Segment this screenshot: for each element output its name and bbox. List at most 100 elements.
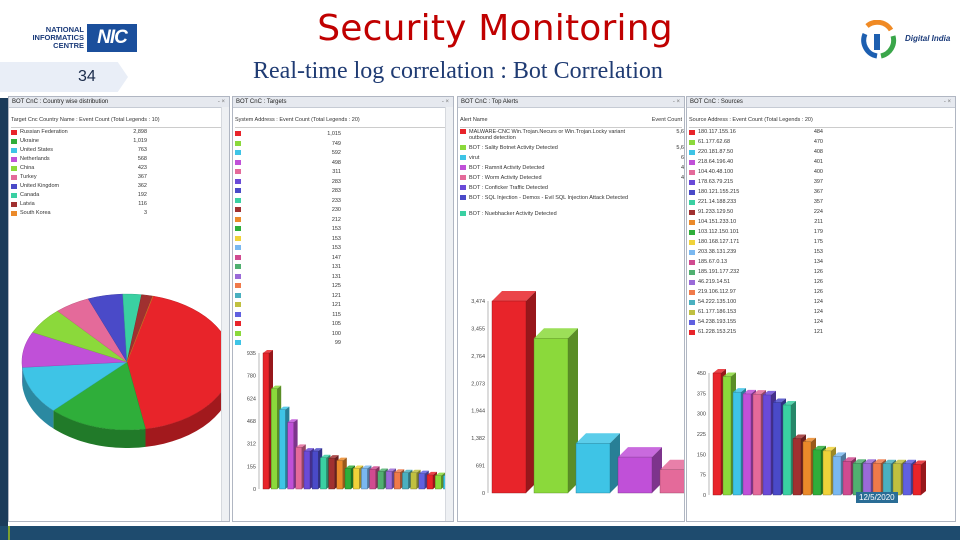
table-row[interactable]: 54.222.135.100 124 [689, 299, 953, 308]
table-row[interactable]: 311 [235, 169, 451, 178]
table-row[interactable]: Netherlands 568 [11, 156, 227, 165]
panel-controls[interactable]: - × [441, 99, 449, 105]
table-row[interactable]: 498 [235, 160, 451, 169]
panel-controls[interactable]: - × [217, 99, 225, 105]
legend-swatch [11, 174, 17, 180]
table-row[interactable]: 180.117.155.16 484 [689, 129, 953, 138]
bar [385, 471, 393, 490]
alert-name: BOT : Sality Botnet Activity Detected [469, 145, 558, 151]
table-row[interactable]: 218.64.196.40 401 [689, 159, 953, 168]
table-row[interactable]: Turkey 367 [11, 174, 227, 183]
alert-name-header: Alert Name [460, 117, 488, 123]
table-row[interactable]: 61.228.153.215 121 [689, 329, 953, 338]
bar [902, 463, 912, 496]
bar-top [287, 419, 298, 423]
bar-top [263, 350, 273, 353]
table-row[interactable]: virut 6 [460, 155, 684, 164]
slide-number: 34 [78, 68, 96, 85]
pie-slice-russian-federation [126, 295, 229, 430]
event-count: 1,019 [133, 138, 147, 144]
table-row[interactable]: 1,015 [235, 131, 451, 140]
table-row[interactable]: Russian Federation 2,898 [11, 129, 227, 138]
table-row[interactable]: 121 [235, 293, 451, 302]
table-row[interactable]: 283 [235, 179, 451, 188]
scrollbar[interactable] [445, 107, 453, 521]
table-row[interactable]: 153 [235, 226, 451, 235]
table-row[interactable]: 212 [235, 217, 451, 226]
table-row[interactable]: 131 [235, 274, 451, 283]
bar [822, 450, 832, 496]
panel-controls[interactable]: - × [672, 99, 680, 105]
country-name: Latvia [20, 201, 35, 207]
table-row[interactable]: 283 [235, 188, 451, 197]
table-row[interactable]: 121 [235, 302, 451, 311]
table-row[interactable]: BOT : SQL Injection - Demos - Evil SQL I… [460, 195, 670, 204]
table-row[interactable]: 103.112.150.101 179 [689, 229, 953, 238]
panel-controls[interactable]: - × [943, 99, 951, 105]
table-row[interactable]: BOT : Ramnit Activity Detected 4 [460, 165, 684, 174]
table-row[interactable]: 185.67.0.13 134 [689, 259, 953, 268]
event-count: 153 [331, 235, 341, 242]
table-row[interactable]: 230 [235, 207, 451, 216]
table-row[interactable]: 180.168.127.171 175 [689, 239, 953, 248]
legend-swatch [460, 129, 466, 135]
table-row[interactable]: Latvia 116 [11, 201, 227, 210]
table-row[interactable]: 91.233.129.50 224 [689, 209, 953, 218]
table-row[interactable]: 219.106.112.97 126 [689, 289, 953, 298]
table-row[interactable]: BOT : Conficker Traffic Detected [460, 185, 670, 194]
bar [434, 475, 442, 490]
table-row[interactable]: 115 [235, 312, 451, 321]
slide-header: NATIONAL INFORMATICS CENTRE NIC 34 Secur… [0, 0, 960, 98]
table-row[interactable]: MALWARE-CNC Win.Trojan.Necurs or Win.Tro… [460, 129, 684, 141]
nic-logo-line: INFORMATICS [32, 33, 84, 42]
table-row[interactable]: 220.181.87.50 408 [689, 149, 953, 158]
table-row[interactable]: BOT : Sality Botnet Activity Detected 5,6 [460, 145, 684, 154]
table-row[interactable]: 185.191.177.232 126 [689, 269, 953, 278]
event-count: 283 [331, 178, 341, 185]
legend-swatch [689, 179, 695, 185]
table-row[interactable]: Ukraine 1,019 [11, 138, 227, 147]
footer-bar [0, 526, 960, 540]
table-row[interactable]: China 423 [11, 165, 227, 174]
bar [575, 443, 611, 494]
table-row[interactable]: 61.177.186.153 124 [689, 309, 953, 318]
table-row[interactable]: 46.219.14.51 126 [689, 279, 953, 288]
scrollbar[interactable] [221, 107, 229, 521]
legend-swatch [235, 264, 241, 270]
legend-swatch [235, 283, 241, 289]
table-row[interactable]: 125 [235, 283, 451, 292]
table-row[interactable]: Canada 192 [11, 192, 227, 201]
panel-country-distribution: BOT CnC : Country wise distribution - × … [8, 96, 230, 522]
table-row[interactable]: BOT : Worm Activity Detected 4 [460, 175, 684, 184]
targets-bar-chart: 0 155 312 468 624 780 935 [247, 350, 453, 493]
event-count: 99 [334, 340, 341, 346]
table-row[interactable]: 153 [235, 236, 451, 245]
table-row[interactable]: United Kingdom 362 [11, 183, 227, 192]
table-header: System Address : Event Count (Total Lege… [235, 117, 451, 128]
table-row[interactable]: 147 [235, 255, 451, 264]
table-row[interactable]: 203.38.131.239 153 [689, 249, 953, 258]
event-count: 121 [331, 302, 341, 308]
table-row[interactable]: 233 [235, 198, 451, 207]
table-row[interactable]: South Korea 3 [11, 210, 227, 219]
table-row[interactable]: 104.40.48.100 400 [689, 169, 953, 178]
table-row[interactable]: BOT : Nuebhacker Activity Detected [460, 211, 670, 220]
y-tick-label: 468 [247, 419, 256, 425]
table-row[interactable]: 104.151.233.10 211 [689, 219, 953, 228]
table-row[interactable]: 749 [235, 141, 451, 150]
table-row[interactable]: 592 [235, 150, 451, 159]
table-row[interactable]: 105 [235, 321, 451, 330]
bar-top [853, 459, 866, 464]
table-row[interactable]: 100 [235, 331, 451, 340]
table-row[interactable]: 153 [235, 245, 451, 254]
table-row[interactable]: 221.14.188.233 357 [689, 199, 953, 208]
bar-top [295, 444, 306, 448]
table-row[interactable]: 61.177.62.68 470 [689, 139, 953, 148]
table-row[interactable]: 180.121.155.215 367 [689, 189, 953, 198]
table-row[interactable]: United States 763 [11, 147, 227, 156]
bar [617, 456, 653, 494]
table-row[interactable]: 131 [235, 264, 451, 273]
table-row[interactable]: 99 [235, 340, 451, 349]
table-row[interactable]: 178.63.79.215 397 [689, 179, 953, 188]
table-row[interactable]: 54.238.193.155 124 [689, 319, 953, 328]
